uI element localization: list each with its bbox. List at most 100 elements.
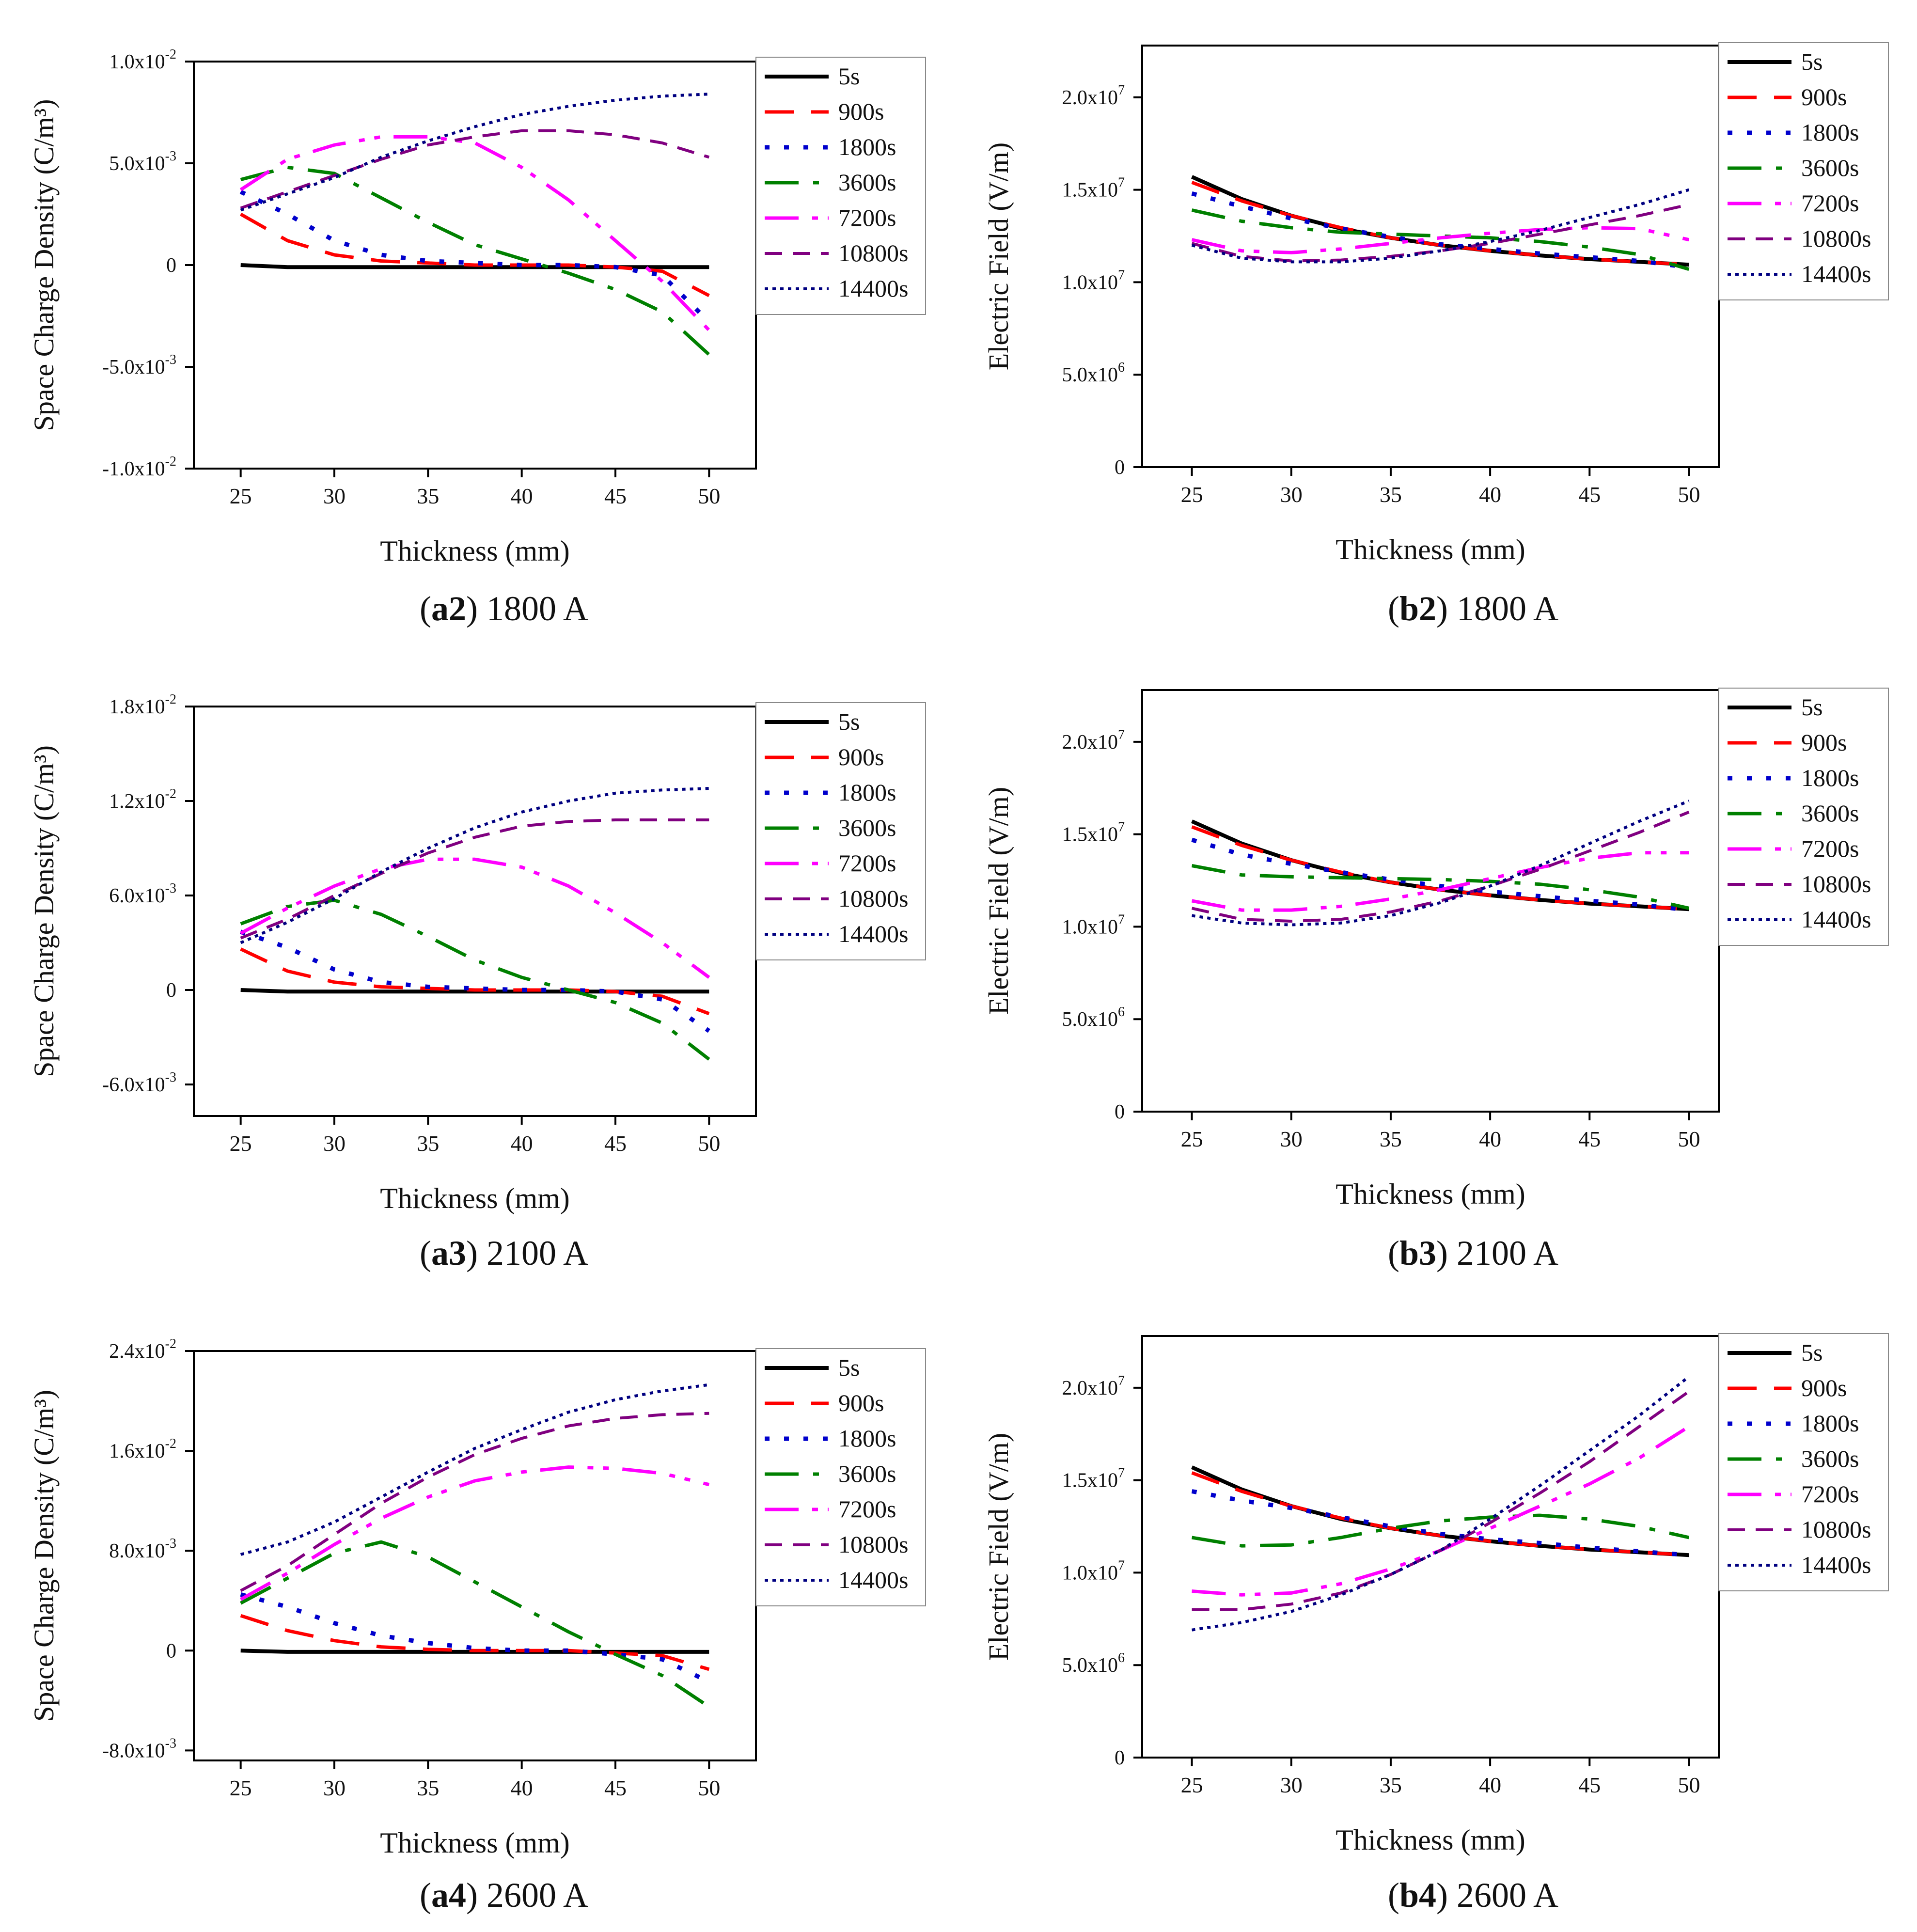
y-tick-label: 1.2x10-2: [109, 786, 176, 813]
x-axis-label: Thickness (mm): [1336, 1824, 1525, 1856]
series-line-900s: [240, 947, 710, 1016]
x-tick-label: 35: [1380, 1127, 1402, 1151]
y-tick-label: 5.0x10-3: [109, 149, 176, 175]
x-axis-label: Thickness (mm): [1336, 1178, 1525, 1210]
x-tick-label: 40: [1479, 1127, 1501, 1151]
y-tick-label: 1.8x10-2: [109, 692, 176, 718]
series-line-10800s: [1192, 1390, 1690, 1611]
legend-label: 1800s: [1801, 764, 1859, 791]
y-tick-label: 0: [1115, 456, 1125, 479]
legend: 5s 900s 1800s 3600s 7200s 10800s 14400s: [1718, 688, 1889, 946]
y-tick-label: 5.0x106: [1062, 1005, 1125, 1031]
series-line-14400s: [240, 93, 709, 212]
y-axis-label: Space Charge Density (C/m³): [28, 1390, 60, 1722]
x-axis-label: Thickness (mm): [1336, 534, 1525, 565]
x-tick-label: 25: [230, 1775, 252, 1800]
y-tick-label: 1.5x107: [1062, 820, 1125, 846]
legend-label: 5s: [1801, 48, 1823, 75]
x-tick-label: 40: [1479, 1773, 1501, 1797]
x-tick-label: 45: [604, 484, 627, 508]
x-tick-label: 25: [230, 1131, 252, 1156]
legend-label: 14400s: [838, 1566, 908, 1593]
series-line-14400s: [1192, 800, 1690, 927]
legend-label: 900s: [838, 98, 884, 125]
y-tick-label: 0: [166, 254, 176, 277]
series-line-14400s: [1191, 188, 1690, 264]
legend-box: [1718, 688, 1889, 946]
x-tick-label: 30: [323, 1131, 346, 1156]
legend-label: 900s: [1801, 729, 1847, 756]
y-axis-label: Electric Field (V/m): [983, 787, 1014, 1015]
series-line-10800s: [240, 129, 710, 210]
legend-box: [755, 702, 926, 960]
y-tick-label: 8.0x10-3: [109, 1536, 176, 1562]
y-tick-label: -8.0x10-3: [102, 1736, 176, 1762]
x-tick-label: 45: [604, 1131, 627, 1156]
legend: 5s 900s 1800s 3600s 7200s 10800s 14400s: [1718, 42, 1889, 300]
chart-a4: 25 30 35 40 45 50 -8.0x10-3 0 8.0x10-3 1.6x10-2 2.…: [28, 1336, 926, 1915]
y-tick-label: 2.0x107: [1062, 83, 1125, 109]
legend-label: 1800s: [1801, 1410, 1859, 1437]
y-tick-label: 0: [1115, 1101, 1125, 1123]
legend-label: 10800s: [1801, 870, 1871, 897]
legend-label: 1800s: [838, 133, 896, 160]
chart-b3: 25 30 35 40 45 50 0 5.0x106 1.0x107 1.5x107 2.0x10…: [983, 688, 1889, 1272]
x-tick-label: 30: [323, 484, 346, 508]
series-line-7200s: [239, 135, 710, 331]
legend-label: 5s: [838, 1354, 860, 1381]
y-tick-label: 0: [166, 1640, 176, 1662]
x-tick-label: 50: [698, 1775, 720, 1800]
legend-label: 3600s: [838, 814, 896, 841]
legend-label: 5s: [838, 708, 860, 735]
series-line-3600s: [1191, 208, 1690, 271]
legend-label: 14400s: [1801, 1551, 1871, 1578]
series-line-10800s: [1191, 203, 1690, 263]
y-tick-label: 0: [166, 979, 176, 1002]
y-axis-label: Electric Field (V/m): [983, 1433, 1014, 1661]
legend-box: [755, 57, 926, 315]
y-tick-label: 1.0x10-2: [109, 47, 176, 73]
legend-label: 3600s: [838, 1460, 896, 1487]
y-tick-label: 1.6x10-2: [109, 1436, 176, 1462]
x-tick-label: 35: [417, 1775, 439, 1800]
y-tick-label: 2.0x107: [1062, 727, 1125, 754]
x-axis-label: Thickness (mm): [380, 1182, 570, 1214]
legend-label: 5s: [838, 63, 860, 90]
x-tick-label: 45: [1578, 1773, 1601, 1797]
legend-label: 7200s: [1801, 189, 1859, 217]
y-tick-label: 6.0x10-3: [109, 881, 176, 907]
series-line-7200s: [239, 1465, 710, 1601]
legend-label: 900s: [1801, 83, 1847, 110]
x-tick-label: 30: [323, 1775, 346, 1800]
series-line-10800s: [240, 1412, 709, 1592]
legend-label: 7200s: [838, 849, 896, 877]
y-axis-label: Space Charge Density (C/m³): [28, 745, 60, 1077]
panel-caption: (b4) 2600 A: [1388, 1876, 1558, 1915]
y-tick-label: 1.0x107: [1062, 267, 1125, 294]
legend: 5s 900s 1800s 3600s 7200s 10800s 14400s: [755, 57, 926, 315]
legend-label: 10800s: [838, 885, 908, 912]
series-line-900s: [240, 1614, 710, 1671]
y-tick-label: 1.5x107: [1062, 1466, 1125, 1492]
chart-a2: 25 30 35 40 45 50 -1.0x10-2 -5.0x10-3 0 5.0x10-3 1…: [28, 47, 926, 628]
legend-label: 14400s: [1801, 260, 1871, 287]
series-line-900s: [239, 212, 710, 298]
y-tick-label: 1.5x107: [1062, 175, 1125, 202]
x-tick-label: 50: [1678, 1127, 1700, 1151]
chart-a3: 25 30 35 40 45 50 -6.0x10-3 0 6.0x10-3 1.2x10-2 1.…: [28, 692, 926, 1272]
series-line-7200s: [1191, 226, 1690, 254]
legend-label: 14400s: [838, 275, 908, 302]
legend: 5s 900s 1800s 3600s 7200s 10800s 14400s: [755, 702, 926, 960]
x-tick-label: 45: [604, 1775, 627, 1800]
legend-label: 3600s: [1801, 800, 1859, 827]
x-tick-label: 25: [1181, 1773, 1203, 1797]
y-axis-label: Electric Field (V/m): [983, 142, 1014, 370]
y-tick-label: -5.0x10-3: [102, 352, 176, 378]
legend-label: 5s: [1801, 693, 1823, 721]
y-tick-label: 1.0x107: [1062, 1558, 1125, 1584]
legend-label: 900s: [838, 743, 884, 770]
x-tick-label: 35: [417, 484, 439, 508]
legend-label: 1800s: [838, 779, 896, 806]
